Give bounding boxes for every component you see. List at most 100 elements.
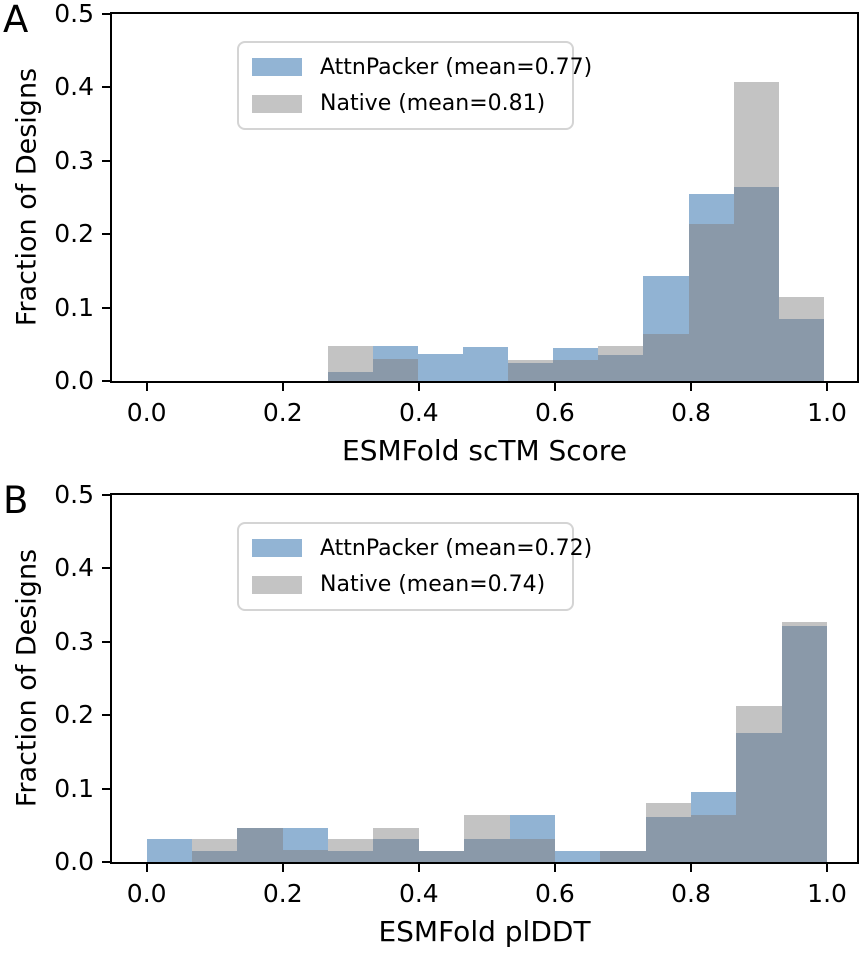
y-tick-mark (102, 86, 110, 89)
histogram-bar-overlap (553, 360, 599, 381)
x-tick-mark (689, 383, 692, 391)
histogram-bar-attnpacker (643, 276, 689, 335)
histogram-bar-attnpacker (282, 827, 329, 851)
histogram-bar-native (736, 705, 782, 733)
histogram-bar-native (598, 345, 644, 355)
y-tick-mark (102, 380, 110, 382)
panel-b: B Fraction of Designs AttnPacker (mean=0… (0, 481, 861, 957)
y-tick-mark (102, 787, 110, 790)
y-tick-label: 0.0 (54, 847, 94, 876)
plot-area-b: AttnPacker (mean=0.72) Native (mean=0.74… (102, 493, 859, 872)
y-tick-mark (102, 13, 110, 15)
histogram-bar-overlap (328, 851, 374, 862)
histogram-bar-attnpacker (553, 347, 599, 361)
x-tick-label: 0.6 (535, 398, 575, 427)
x-tick-mark (689, 864, 692, 872)
y-tick-label: 0.1 (54, 292, 94, 322)
legend-row: Native (mean=0.81) (252, 91, 572, 116)
x-tick-label: 0.2 (262, 398, 303, 427)
legend-row: AttnPacker (mean=0.77) (252, 55, 592, 80)
histogram-bar-overlap (736, 732, 782, 862)
histogram-bar-attnpacker (372, 345, 418, 359)
legend-label: Native (mean=0.74) (320, 572, 546, 598)
histogram-bar-native (464, 815, 510, 840)
x-tick-mark (281, 383, 284, 391)
histogram-bar-overlap (372, 358, 418, 381)
x-tick-label: 1.0 (807, 398, 847, 427)
histogram-bar-overlap (645, 816, 692, 862)
histogram-bar-native (778, 297, 824, 320)
histogram-bar-attnpacker (691, 791, 737, 816)
y-tick-label: 0.0 (54, 366, 94, 395)
histogram-bar-overlap (733, 186, 779, 381)
y-tick-mark (102, 306, 110, 309)
legend-swatch-native (252, 575, 302, 594)
x-axis-label: ESMFold plDDT (378, 915, 591, 948)
histogram-bar-attnpacker (417, 353, 463, 381)
histogram-bar-overlap (600, 851, 646, 862)
histogram-bar-overlap (508, 363, 554, 381)
legend-label: AttnPacker (mean=0.72) (320, 535, 593, 561)
x-tick-mark (826, 864, 829, 872)
x-tick-label: 0.0 (126, 398, 167, 427)
histogram-bar-overlap (688, 223, 734, 381)
x-tick-label: 0.4 (398, 879, 439, 908)
histogram-bar-overlap (327, 372, 373, 381)
histogram-bar-overlap (464, 839, 510, 862)
x-tick-mark (553, 383, 556, 391)
legend-label: AttnPacker (mean=0.77) (320, 54, 593, 80)
y-tick-mark (102, 159, 110, 162)
x-tick-label: 0.4 (398, 398, 439, 427)
histogram-bar-overlap (237, 827, 283, 862)
y-tick-mark (102, 567, 110, 570)
histogram-bar-overlap (643, 334, 689, 381)
histogram-bar-native (508, 360, 554, 364)
x-tick-label: 1.0 (807, 879, 847, 908)
x-tick-mark (553, 864, 556, 872)
panel-label-b: B (3, 479, 29, 522)
x-tick-mark (145, 864, 148, 872)
legend-swatch-native (252, 94, 302, 113)
x-tick-mark (417, 864, 420, 872)
x-tick-mark (417, 383, 420, 391)
x-axis-label: ESMFold scTM Score (342, 434, 627, 467)
y-axis-label: Fraction of Designs (11, 67, 43, 327)
x-tick-label: 0.0 (126, 879, 167, 908)
histogram-bar-overlap (691, 815, 737, 862)
histogram-bar-native (733, 81, 779, 187)
y-tick-mark (102, 861, 110, 863)
histogram-bar-overlap (509, 839, 555, 862)
histogram-bar-overlap (282, 850, 329, 862)
y-tick-mark (102, 494, 110, 496)
histogram-bar-attnpacker (463, 346, 509, 381)
histogram-bar-native (327, 345, 373, 373)
y-tick-label: 0.1 (54, 773, 94, 803)
x-tick-mark (145, 383, 148, 391)
legend-swatch-attnpacker (252, 58, 302, 77)
y-tick-label: 0.4 (54, 553, 94, 583)
y-tick-label: 0.4 (54, 72, 94, 102)
x-tick-label: 0.8 (671, 398, 711, 427)
y-tick-mark (102, 640, 110, 643)
legend: AttnPacker (mean=0.72) Native (mean=0.74… (237, 522, 592, 611)
histogram-bar-native (192, 839, 238, 851)
histogram-bar-native (373, 827, 419, 840)
y-tick-mark (102, 233, 110, 236)
x-tick-mark (281, 864, 284, 872)
histogram-bar-attnpacker (146, 839, 193, 862)
y-tick-mark (102, 714, 110, 717)
panel-a: A Fraction of Designs AttnPacker (mean=0… (3, 0, 859, 467)
histogram-bar-overlap (373, 839, 419, 862)
histogram-bar-overlap (781, 625, 828, 862)
histogram-bar-native (328, 839, 374, 851)
y-tick-label: 0.2 (54, 700, 94, 730)
legend-row: Native (mean=0.74) (252, 572, 572, 597)
histogram-bar-overlap (598, 354, 644, 381)
histogram-bar-overlap (192, 851, 238, 862)
legend-swatch-attnpacker (252, 539, 302, 558)
x-tick-mark (826, 383, 829, 391)
y-tick-label: 0.2 (54, 219, 94, 249)
x-tick-label: 0.2 (262, 879, 303, 908)
y-tick-label: 0.5 (54, 0, 94, 28)
legend-label: Native (mean=0.81) (320, 91, 546, 117)
